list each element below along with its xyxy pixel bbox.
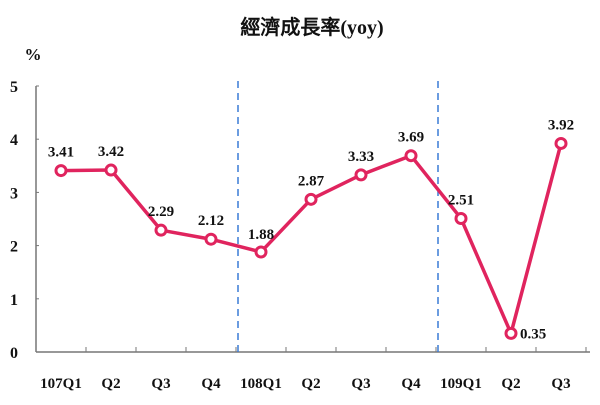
x-tick-label: Q4 [201,376,221,392]
chart-title: 經濟成長率(yoy) [240,15,383,39]
y-tick-label: 2 [10,239,18,256]
series-marks: 3.41 3.42 2.29 2.12 1.88 2.87 3.33 3.69 2.51 0.35… [48,117,574,342]
data-point [454,211,468,225]
y-axis-unit: % [25,45,42,64]
data-point [104,163,118,177]
x-tick-label: Q3 [551,376,570,392]
data-label: 2.87 [298,173,325,189]
x-tick-label: 107Q1 [40,376,82,392]
y-tick-label: 5 [10,79,18,96]
y-tick-label: 1 [10,292,18,309]
data-label: 1.88 [248,227,274,243]
y-tick-label: 0 [10,345,18,362]
data-label: 2.12 [198,213,224,229]
x-tick-label: Q3 [151,376,170,392]
x-tick-label: 108Q1 [240,376,282,392]
x-tick-label: Q3 [351,376,370,392]
x-tick-label: Q2 [301,376,320,392]
data-point [504,326,518,340]
data-label: 3.69 [398,130,424,146]
data-point [554,136,568,150]
data-label: 0.35 [520,326,546,342]
x-tick-label: Q2 [101,376,120,392]
data-point [254,245,268,259]
axes: 0 1 2 3 4 5 107Q1 Q2 Q3 Q4 108Q1 Q2 Q3 Q4 109Q1 Q2 Q3 [10,79,590,392]
data-point [404,149,418,163]
data-point [54,164,68,178]
x-tick-label: Q2 [501,376,520,392]
series-line [60,143,563,339]
data-label: 2.29 [148,204,174,220]
data-label: 3.41 [48,145,74,161]
data-point [154,223,168,237]
data-point [354,168,368,182]
data-label: 3.33 [348,149,374,165]
y-tick-label: 3 [10,185,18,202]
y-tick-label: 4 [10,132,18,149]
data-point [204,232,218,246]
data-point [304,192,318,206]
data-label: 3.42 [98,144,124,160]
x-tick-label: 109Q1 [440,376,482,392]
data-label: 2.51 [448,192,474,208]
x-tick-label: Q4 [401,376,421,392]
data-label: 3.92 [548,117,574,133]
